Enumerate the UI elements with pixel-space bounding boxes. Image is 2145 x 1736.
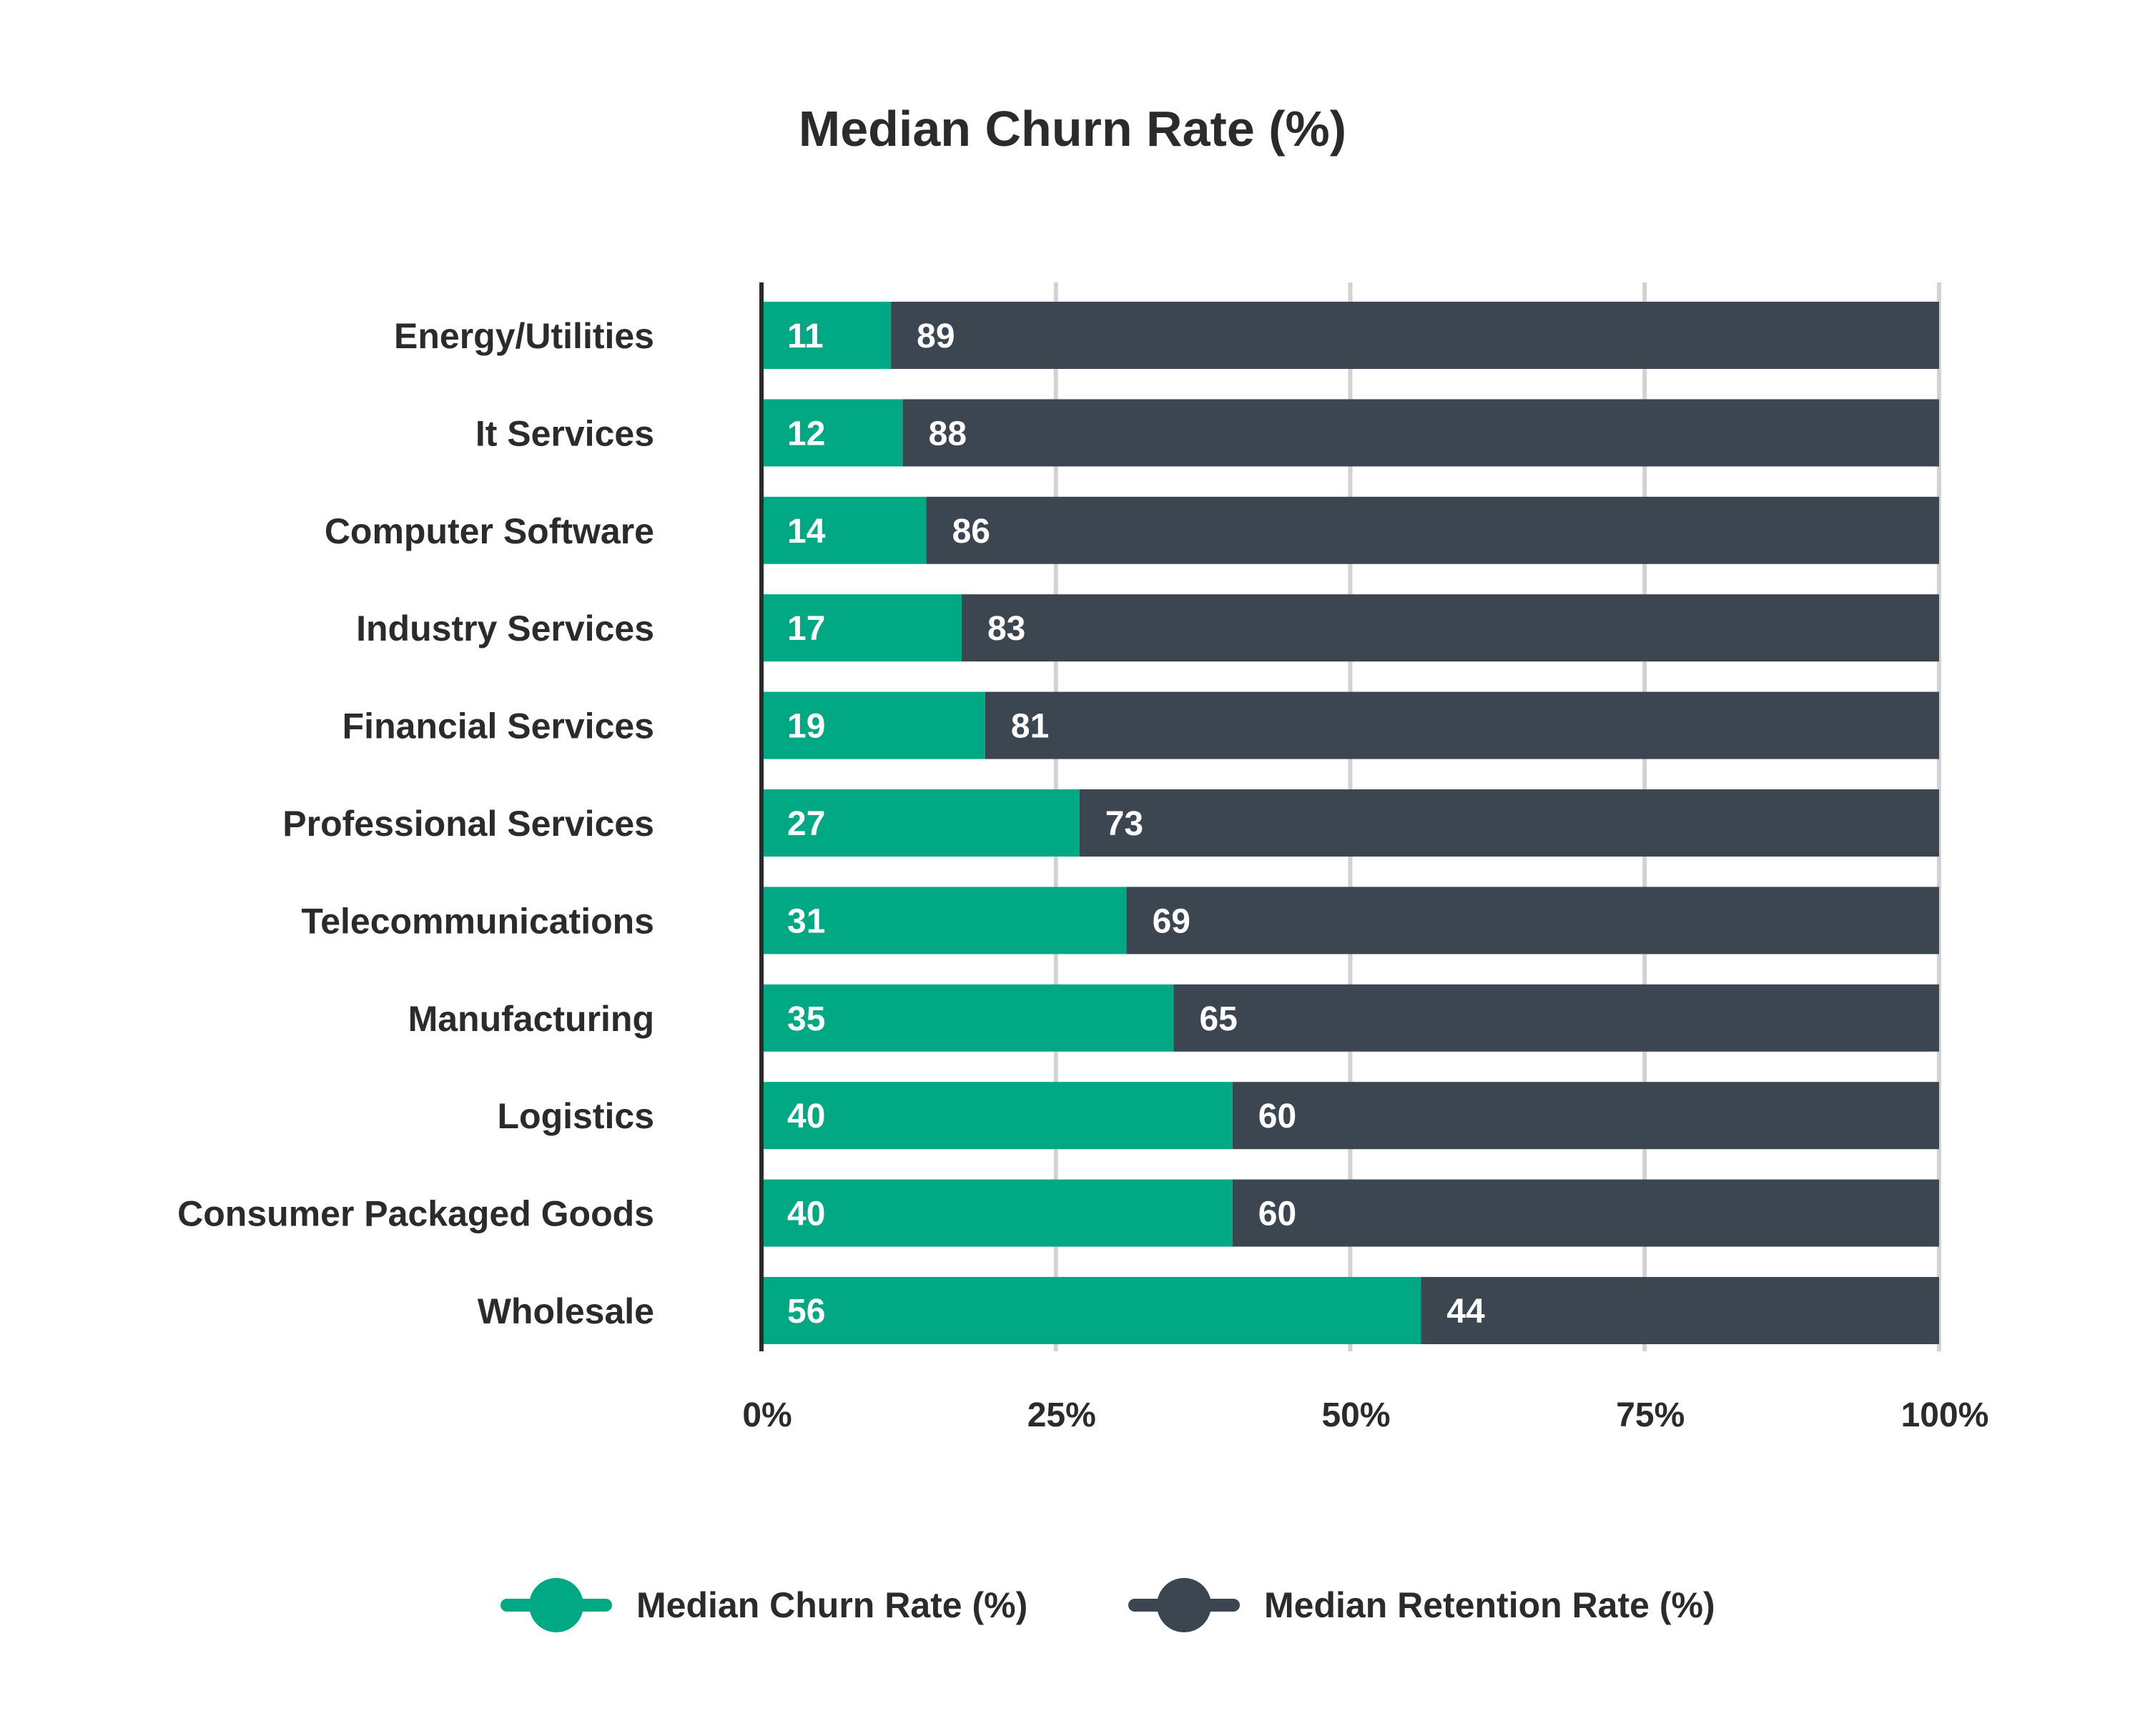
legend-item-retention: Median Retention Rate (%) <box>1128 1569 1715 1641</box>
category-label-2: Computer Software <box>325 511 654 551</box>
bar-retention-2 <box>926 496 1939 564</box>
data-label-retention-8: 60 <box>1258 1098 1296 1135</box>
data-label-churn-2: 14 <box>787 513 826 551</box>
data-label-retention-7: 65 <box>1199 1000 1237 1038</box>
data-label-churn-6: 31 <box>787 902 825 940</box>
category-label-7: Manufacturing <box>408 999 654 1039</box>
data-label-churn-1: 12 <box>787 415 825 453</box>
x-tick-labels: 0% 25% 50% 75% 100% <box>742 1396 1988 1434</box>
category-label-3: Industry Services <box>356 608 654 648</box>
bar-retention-8 <box>1232 1082 1939 1150</box>
legend-marker-retention <box>1128 1578 1240 1632</box>
x-tick-label-1: 25% <box>1027 1396 1096 1434</box>
chart-title: Median Churn Rate (%) <box>798 101 1347 157</box>
data-label-churn-5: 27 <box>787 805 825 843</box>
data-label-churn-7: 35 <box>787 1000 825 1038</box>
bar-churn-3 <box>761 594 962 662</box>
x-tick-label-2: 50% <box>1321 1396 1390 1434</box>
bar-retention-9 <box>1232 1179 1939 1247</box>
bar-churn-8 <box>761 1082 1233 1150</box>
data-label-retention-3: 83 <box>987 610 1025 648</box>
data-label-retention-4: 81 <box>1011 708 1049 746</box>
bar-churn-7 <box>761 984 1174 1052</box>
bar-churn-5 <box>761 789 1080 857</box>
bar-retention-0 <box>891 302 1939 369</box>
bars: 11 89 12 88 14 86 17 83 19 81 27 73 31 69 35 65 40 60 40 60… <box>761 302 1939 1344</box>
bar-churn-9 <box>761 1179 1233 1247</box>
legend-label-churn: Median Churn Rate (%) <box>636 1585 1028 1625</box>
data-label-churn-10: 56 <box>787 1293 825 1331</box>
data-label-retention-9: 60 <box>1258 1195 1296 1233</box>
legend-item-churn: Median Churn Rate (%) <box>500 1569 1027 1641</box>
category-label-0: Energy/Utilities <box>394 316 654 356</box>
category-label-4: Financial Services <box>342 706 654 746</box>
data-label-retention-0: 89 <box>917 317 955 355</box>
data-label-retention-5: 73 <box>1105 805 1143 843</box>
bar-retention-4 <box>985 691 1939 759</box>
bar-retention-10 <box>1421 1277 1939 1344</box>
data-label-churn-8: 40 <box>787 1098 825 1135</box>
data-label-retention-1: 88 <box>929 415 967 453</box>
bar-retention-1 <box>902 399 1939 467</box>
category-label-10: Wholesale <box>478 1291 654 1331</box>
x-tick-label-4: 100% <box>1901 1396 1989 1434</box>
category-label-1: It Services <box>475 413 654 453</box>
bar-retention-5 <box>1079 789 1939 857</box>
category-label-8: Logistics <box>498 1096 654 1136</box>
data-label-retention-6: 69 <box>1153 902 1190 940</box>
legend-marker-churn <box>500 1578 612 1632</box>
category-labels: Energy/Utilities It Services Computer Soft… <box>177 316 654 1331</box>
category-label-9: Consumer Packaged Goods <box>177 1194 654 1234</box>
legend: Median Churn Rate (%) Median Retention R… <box>0 1569 2145 1641</box>
bar-churn-0 <box>761 302 892 369</box>
bar-churn-10 <box>761 1277 1421 1344</box>
category-label-5: Professional Services <box>282 804 654 844</box>
bar-churn-1 <box>761 399 903 467</box>
legend-label-retention: Median Retention Rate (%) <box>1264 1585 1715 1625</box>
data-label-churn-0: 11 <box>787 317 824 355</box>
data-label-retention-2: 86 <box>952 513 990 551</box>
data-label-churn-3: 17 <box>787 610 825 648</box>
bar-churn-2 <box>761 496 927 564</box>
data-label-churn-9: 40 <box>787 1195 825 1233</box>
category-label-6: Telecommunications <box>301 901 654 941</box>
x-tick-label-3: 75% <box>1616 1396 1685 1434</box>
bar-retention-3 <box>961 594 1939 662</box>
bar-retention-6 <box>1126 887 1939 955</box>
data-label-retention-10: 44 <box>1446 1293 1485 1331</box>
bar-retention-7 <box>1173 984 1939 1052</box>
bar-churn-6 <box>761 887 1127 955</box>
bar-churn-4 <box>761 691 985 759</box>
data-label-churn-4: 19 <box>787 708 825 746</box>
x-tick-label-0: 0% <box>742 1396 792 1434</box>
